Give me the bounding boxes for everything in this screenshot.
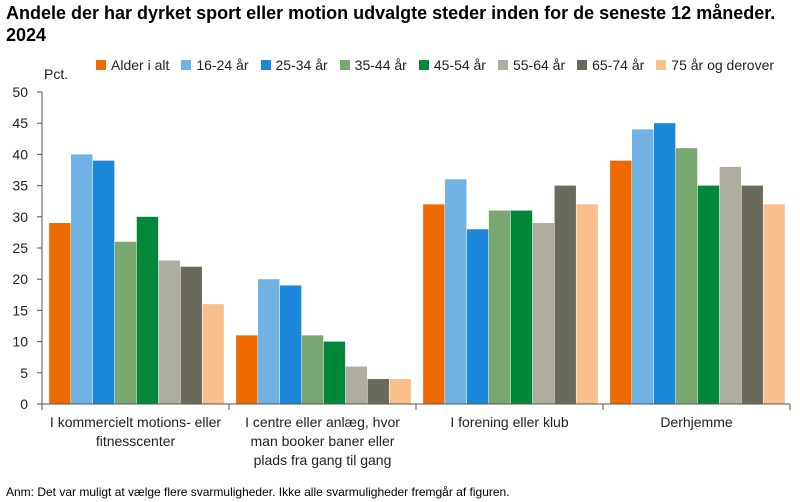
bar [576,204,598,404]
bar [323,341,346,404]
legend-swatch [418,60,429,70]
legend-item: 16-24 år [181,57,249,73]
legend-label: 25-34 år [275,57,328,73]
bar [741,185,763,404]
legend-label: 65-74 år [592,57,645,73]
chart-legend: Alder i alt 16-24 år 25-34 år 35-44 år 45-54… [96,57,796,73]
bar [763,204,785,404]
y-tick-label: 0 [20,396,28,412]
chart-title: Andele der har dyrket sport eller motion… [6,3,776,45]
legend-swatch [497,60,508,70]
bar [301,335,324,404]
bar [279,285,302,404]
bar [488,210,511,404]
bar [554,185,576,404]
legend-swatch [656,60,667,70]
bar [136,216,159,404]
x-category-label: I centre eller anlæg, hvor man booker ba… [245,414,400,468]
bar-chart: 0 5 10 15 20 25 30 35 40 45 50 [12,84,791,412]
x-category-label: I forening eller klub [450,414,569,430]
legend-label: 35-44 år [354,57,407,73]
chart-footnote: Anm: Det var muligt at vælge flere svarm… [6,485,510,499]
y-tick-label: 15 [12,302,28,318]
bar [389,379,411,404]
y-tick-label: 40 [12,146,28,162]
bar [653,123,676,404]
bar [510,210,533,404]
legend-swatch [577,60,588,70]
y-tick-label: 5 [20,365,28,381]
y-tick-label: 50 [12,84,28,100]
bar [423,204,445,404]
legend-swatch [96,60,106,70]
legend-item: 75 år og derover [656,57,774,73]
legend-label: 55-64 år [512,57,566,73]
y-tick-label: 35 [12,178,28,194]
bar [158,260,181,404]
bar [258,279,280,404]
bar [466,229,489,404]
legend-item: 45-54 år [418,57,486,73]
legend-label: 75 år og derover [671,57,775,73]
bar [114,241,137,404]
bar [202,304,224,404]
y-axis-unit: Pct. [44,66,69,82]
bar [345,366,368,404]
bar [719,166,742,404]
legend-item: Alder i alt [96,57,169,73]
legend-swatch [260,60,271,70]
bar [71,154,93,404]
bar [367,379,389,404]
legend-item: 35-44 år [339,57,407,73]
legend-item: 65-74 år [577,57,644,73]
y-tick-label: 25 [12,240,28,256]
bar [49,223,71,404]
bar [675,148,698,404]
bar [610,160,632,404]
y-tick-label: 30 [12,209,28,225]
legend-item: 25-34 år [260,57,328,73]
legend-label: 45-54 år [433,57,486,73]
x-category-label: Derhjemme [660,414,733,430]
bar [180,266,202,404]
y-tick-label: 10 [12,334,28,350]
legend-swatch [181,60,192,70]
bar [236,335,258,404]
x-category-label: I kommercielt motions- eller fitnesscent… [49,414,222,449]
bar [697,185,720,404]
legend-label: 16-24 år [196,57,249,73]
legend-swatch [339,60,350,70]
y-tick-label: 45 [12,115,28,131]
bar [532,223,555,404]
bar [632,129,654,404]
legend-item: 55-64 år [497,57,566,73]
bar [92,160,115,404]
y-tick-label: 20 [12,271,28,287]
bar [445,179,467,404]
legend-label: Alder i alt [111,57,170,73]
